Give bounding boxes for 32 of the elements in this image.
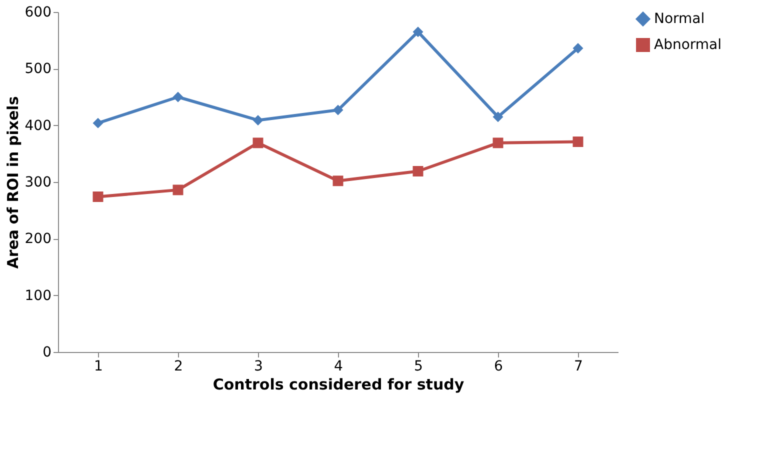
y-tick-label: 100 — [24, 288, 52, 304]
y-tick-label: 0 — [42, 344, 52, 360]
point — [412, 166, 424, 176]
point — [92, 191, 104, 202]
x-tick-label: 7 — [574, 358, 583, 374]
x-tick-label: 5 — [414, 358, 423, 374]
x-tick-label: 6 — [494, 358, 504, 374]
x-tick-label: 4 — [334, 358, 344, 374]
y-tick-label: 400 — [24, 118, 52, 134]
point — [172, 184, 184, 196]
x-tick-label: 1 — [94, 358, 103, 374]
point — [252, 114, 264, 126]
legend-label: Abnormal — [654, 37, 722, 53]
y-tick-label: 200 — [24, 231, 52, 248]
point — [412, 26, 424, 38]
point — [332, 104, 344, 116]
y-tick-label: 500 — [24, 61, 52, 78]
y-tick-label: 600 — [24, 4, 52, 20]
x-tick-label: 2 — [174, 358, 183, 374]
y-tick-label: 300 — [24, 174, 52, 190]
legend-label: Normal — [654, 11, 705, 27]
point — [252, 138, 264, 148]
point — [172, 92, 184, 102]
y-axis-title: Area of ROI in pixels — [4, 96, 22, 269]
point — [92, 118, 104, 128]
x-tick-label: 3 — [254, 358, 263, 374]
point — [492, 138, 504, 148]
point — [572, 136, 584, 148]
point — [492, 112, 504, 122]
point — [572, 43, 584, 54]
point — [332, 176, 344, 186]
x-axis-title: Controls considered for study — [212, 376, 464, 394]
